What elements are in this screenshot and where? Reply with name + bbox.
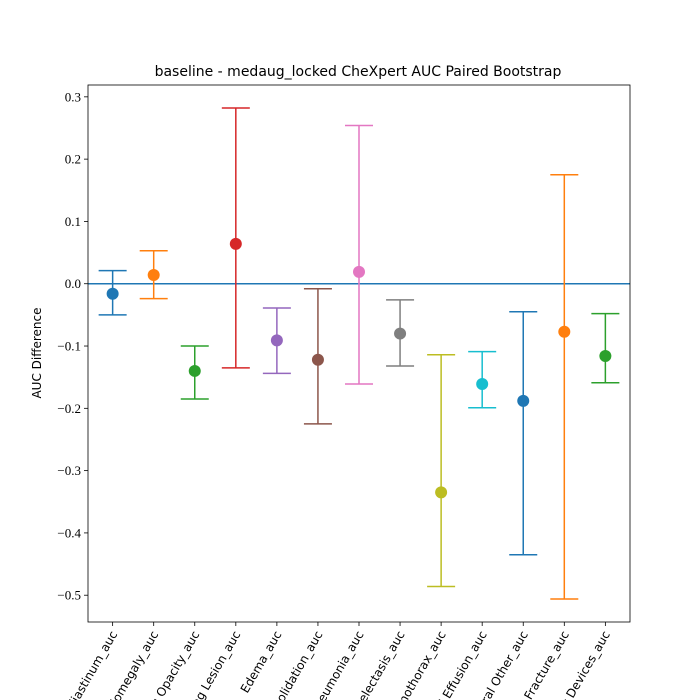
point [394,327,407,340]
y-axis-label: AUC Difference [30,307,44,398]
y-tick-label: −0.3 [57,463,81,478]
point [517,394,530,407]
chart-title: baseline - medaug_locked CheXpert AUC Pa… [155,64,562,80]
point [106,287,119,300]
point [599,349,612,362]
point [311,353,324,366]
point [435,486,448,499]
y-tick-label: 0.0 [65,276,81,291]
point [558,325,571,338]
point [353,265,365,278]
y-tick-label: 0.3 [65,89,81,104]
plot-frame [87,84,631,623]
y-tick-label: −0.2 [57,401,81,416]
y-tick-label: −0.5 [57,588,81,603]
y-tick-label: 0.2 [65,152,81,167]
point [270,334,283,347]
point [188,364,201,377]
point [147,269,160,282]
point [229,237,242,250]
y-tick-label: −0.4 [57,525,81,540]
point [476,378,489,391]
y-tick-label: −0.1 [57,339,81,354]
y-tick-label: 0.1 [65,214,81,229]
